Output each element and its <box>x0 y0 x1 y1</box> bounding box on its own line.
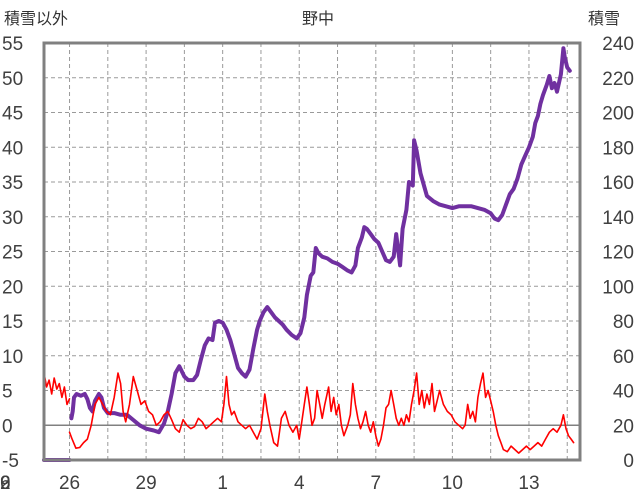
right-tick-label: 240 <box>602 34 634 55</box>
x-tick-label: 10 <box>442 473 463 494</box>
right-tick-label: 80 <box>613 312 634 333</box>
right-tick-label: 220 <box>602 69 634 90</box>
x-tick-label: 13 <box>518 473 539 494</box>
right-tick-label: 180 <box>602 138 634 159</box>
left-tick-label: 35 <box>2 173 23 194</box>
x-tick-label: 19 <box>0 473 11 494</box>
right-tick-label: 20 <box>613 416 634 437</box>
right-axis-ticks: 0 20 40 60 80 100 120 140 160 180 200 220 240 <box>602 34 634 472</box>
plot-frame <box>42 41 582 462</box>
x-tick-label: 16 <box>0 473 11 494</box>
left-tick-label: 50 <box>2 69 23 90</box>
other-line <box>43 372 71 406</box>
x-tick-label: 26 <box>59 473 80 494</box>
left-tick-label: -5 <box>2 451 19 472</box>
right-tick-label: 40 <box>613 382 634 403</box>
left-tick-label: 15 <box>2 312 23 333</box>
left-tick-label: 55 <box>2 34 23 55</box>
left-axis-ticks: -5 0 5 10 15 20 25 30 35 40 45 50 55 <box>2 34 23 472</box>
x-axis-ticks: 26 29 1 4 7 10 13 161922 <box>0 473 540 494</box>
x-tick-label: 4 <box>294 473 305 494</box>
left-tick-label: 10 <box>2 347 23 368</box>
left-tick-label: 40 <box>2 138 23 159</box>
left-tick-label: 0 <box>2 416 13 437</box>
left-tick-label: 20 <box>2 277 23 298</box>
x-tick-label: 29 <box>136 473 157 494</box>
data-series <box>42 46 575 462</box>
left-axis-label: 積雪以外 <box>4 9 68 28</box>
grid-lines <box>44 43 580 460</box>
right-tick-label: 140 <box>602 208 634 229</box>
right-tick-label: 200 <box>602 104 634 125</box>
left-tick-label: 25 <box>2 243 23 264</box>
x-tick-label: 7 <box>371 473 382 494</box>
right-tick-label: 0 <box>623 451 634 472</box>
chart-title: 野中 <box>302 9 334 28</box>
x-tick-label: 22 <box>0 473 11 494</box>
other-line <box>68 372 575 454</box>
right-axis-label: 積雪 <box>588 9 620 28</box>
right-tick-label: 100 <box>602 277 634 298</box>
x-tick-label: 1 <box>217 473 228 494</box>
right-tick-label: 160 <box>602 173 634 194</box>
left-tick-label: 45 <box>2 104 23 125</box>
left-tick-label: 30 <box>2 208 23 229</box>
right-tick-label: 120 <box>602 243 634 264</box>
left-tick-label: 5 <box>2 382 13 403</box>
right-tick-label: 60 <box>613 347 634 368</box>
snow-depth-line <box>69 46 572 435</box>
